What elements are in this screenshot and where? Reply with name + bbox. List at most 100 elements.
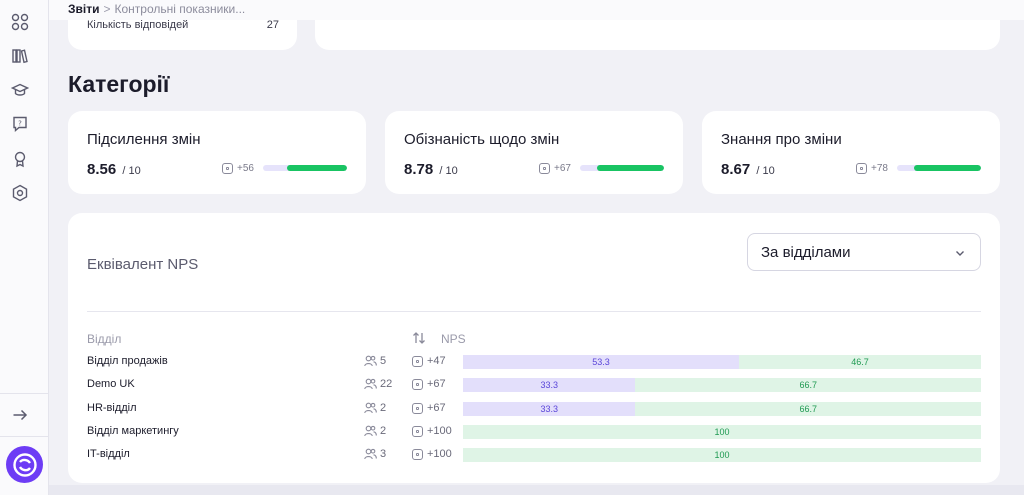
category-score: 8.67 / 10	[721, 161, 775, 178]
breadcrumb-root[interactable]: Звіти	[68, 2, 100, 16]
nps-badge-icon	[412, 448, 423, 460]
progress-fill	[286, 165, 347, 171]
users-icon	[364, 402, 377, 414]
category-progress-bar	[580, 165, 664, 171]
category-progress-bar	[897, 165, 981, 171]
nps-title: Еквівалент NPS	[87, 256, 199, 273]
logo-icon	[12, 452, 37, 477]
category-score: 8.78 / 10	[404, 161, 458, 178]
table-row[interactable]: Відділ маркетингу 2 +100 100	[68, 422, 1000, 442]
column-header-nps[interactable]: NPS	[441, 332, 466, 346]
bar-segment-positive: 100	[463, 448, 981, 462]
category-progress-bar	[263, 165, 347, 171]
users-icon	[364, 378, 377, 390]
responses-count-label: Кількість відповідей	[87, 19, 189, 31]
nps-distribution-bar: 33.3 66.7	[463, 378, 981, 392]
department-name: Відділ продажів	[87, 355, 168, 367]
table-row[interactable]: HR-відділ 2 +67 33.3 66.7	[68, 399, 1000, 419]
progress-fill	[596, 165, 664, 171]
responses-count-value: 27	[266, 19, 279, 31]
nps-distribution-bar: 100	[463, 425, 981, 439]
people-count: 2	[364, 425, 386, 437]
bar-segment-negative: 33.3	[463, 378, 636, 392]
category-card: Підсилення змін 8.56 / 10 +56	[68, 111, 366, 194]
department-name: Відділ маркетингу	[87, 425, 179, 437]
nps-distribution-bar: 53.3 46.7	[463, 355, 981, 369]
page-section-title: Категорії	[68, 71, 170, 97]
people-value: 2	[380, 402, 387, 414]
bar-segment-positive: 46.7	[739, 355, 981, 369]
score-value: 8.56	[87, 161, 117, 178]
row-nps: +67	[412, 402, 446, 414]
category-name: Знання про зміни	[721, 131, 842, 148]
score-max: / 10	[756, 165, 775, 177]
bar-segment-positive: 100	[463, 425, 981, 439]
score-value: 8.78	[404, 161, 434, 178]
grid-icon[interactable]	[11, 13, 29, 31]
settings-hexagon-icon[interactable]	[11, 184, 29, 202]
nps-value: +67	[427, 378, 446, 390]
column-header-department: Відділ	[87, 332, 122, 346]
row-nps: +100	[412, 448, 452, 460]
bar-segment-negative: 53.3	[463, 355, 740, 369]
bar-segment-positive: 66.7	[635, 402, 981, 416]
score-value: 8.67	[721, 161, 751, 178]
breadcrumb-current: Контрольні показники...	[114, 2, 246, 16]
breadcrumb-separator: >	[103, 2, 111, 16]
delta-value: +67	[554, 163, 571, 174]
nps-badge-icon	[222, 163, 233, 174]
category-score: 8.56 / 10	[87, 161, 141, 178]
nps-value: +47	[427, 355, 446, 367]
bar-segment-negative: 33.3	[463, 402, 636, 416]
people-value: 5	[380, 355, 387, 367]
nps-badge-icon	[539, 163, 550, 174]
sort-icon[interactable]	[412, 331, 426, 345]
nps-value: +67	[427, 402, 446, 414]
help-chat-icon[interactable]: ?	[11, 115, 29, 133]
nps-badge-icon	[412, 355, 423, 367]
department-name: Demo UK	[87, 378, 135, 390]
department-name: IT-відділ	[87, 448, 130, 460]
delta-value: +78	[871, 163, 888, 174]
users-icon	[364, 355, 377, 367]
category-delta: +78	[856, 163, 888, 174]
nps-value: +100	[427, 448, 452, 460]
breadcrumb: Звіти > Контрольні показники...	[49, 0, 1024, 20]
chevron-down-icon	[956, 251, 964, 256]
category-name: Підсилення змін	[87, 131, 201, 148]
group-by-value: За відділами	[761, 243, 851, 261]
users-icon	[364, 425, 377, 437]
nps-value: +100	[427, 425, 452, 437]
graduation-cap-icon[interactable]	[11, 81, 29, 99]
user-avatar[interactable]	[6, 446, 43, 483]
nps-panel: Еквівалент NPS За відділами Відділ NPS В…	[68, 213, 1000, 483]
people-value: 22	[380, 378, 393, 390]
people-value: 2	[380, 425, 387, 437]
page-bottom	[49, 485, 1024, 495]
svg-text:?: ?	[18, 120, 22, 128]
arrow-right-icon[interactable]	[11, 406, 29, 424]
category-card: Знання про зміни 8.67 / 10 +78	[702, 111, 1000, 194]
row-nps: +100	[412, 425, 452, 437]
people-count: 3	[364, 448, 386, 460]
progress-fill	[913, 165, 981, 171]
score-max: / 10	[122, 165, 141, 177]
people-value: 3	[380, 448, 387, 460]
sidebar: ?	[0, 0, 49, 495]
people-count: 22	[364, 378, 392, 390]
category-card: Обізнаність щодо змін 8.78 / 10 +67	[385, 111, 683, 194]
category-name: Обізнаність щодо змін	[404, 131, 560, 148]
award-icon[interactable]	[11, 150, 29, 168]
table-row[interactable]: Відділ продажів 5 +47 53.3 46.7	[68, 352, 1000, 372]
divider	[87, 311, 981, 312]
table-row[interactable]: Demo UK 22 +67 33.3 66.7	[68, 375, 1000, 395]
category-delta: +56	[222, 163, 254, 174]
row-nps: +47	[412, 355, 446, 367]
library-icon[interactable]	[11, 47, 29, 65]
nps-badge-icon	[412, 402, 423, 414]
group-by-select[interactable]: За відділами	[747, 233, 981, 271]
row-nps: +67	[412, 378, 446, 390]
category-delta: +67	[539, 163, 571, 174]
nps-badge-icon	[412, 378, 423, 390]
table-row[interactable]: IT-відділ 3 +100 100	[68, 445, 1000, 465]
